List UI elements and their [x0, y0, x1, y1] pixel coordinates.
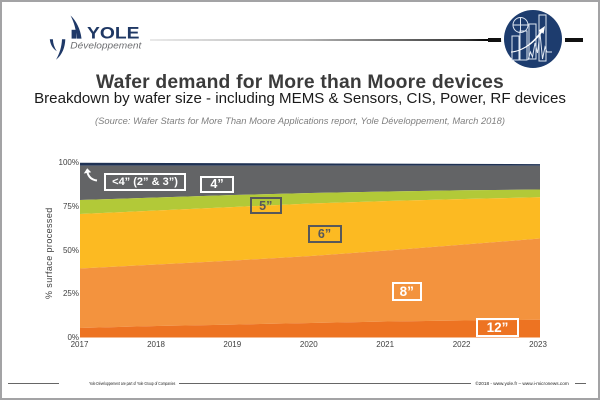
svg-text:YOLE: YOLE — [87, 24, 140, 43]
svg-text:Développement: Développement — [70, 40, 141, 51]
